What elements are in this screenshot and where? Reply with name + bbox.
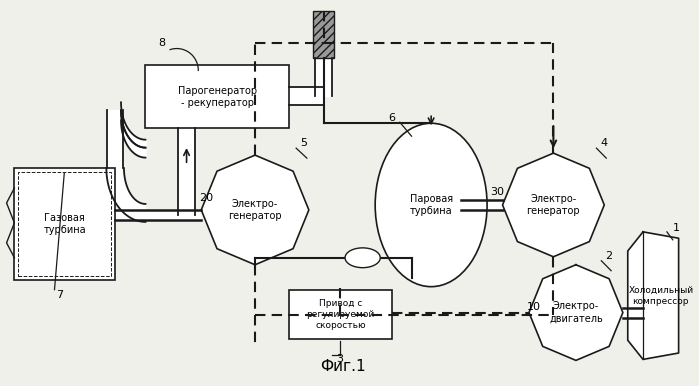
Text: Электро-
двигатель: Электро- двигатель <box>549 301 603 324</box>
Text: Привод с
регулируемой
скоростью: Привод с регулируемой скоростью <box>307 299 375 330</box>
Text: 6: 6 <box>389 113 396 123</box>
FancyBboxPatch shape <box>312 11 334 59</box>
Polygon shape <box>106 168 145 222</box>
Text: 4: 4 <box>600 138 608 148</box>
Polygon shape <box>201 155 309 265</box>
Text: 5: 5 <box>301 138 308 148</box>
FancyBboxPatch shape <box>145 66 289 128</box>
Text: Электро-
генератор: Электро- генератор <box>229 199 282 221</box>
Text: 2: 2 <box>605 251 613 261</box>
Text: Паровая
турбина: Паровая турбина <box>410 194 453 216</box>
Text: 8: 8 <box>159 37 166 47</box>
Text: 30: 30 <box>491 187 505 197</box>
FancyBboxPatch shape <box>289 290 392 339</box>
Text: Парогенератор
- рекуператор: Парогенератор - рекуператор <box>178 86 257 108</box>
Text: Холодильный
компрессор: Холодильный компрессор <box>628 286 693 306</box>
Text: 1: 1 <box>673 223 680 233</box>
Text: 7: 7 <box>56 290 63 300</box>
Text: 3: 3 <box>337 354 344 364</box>
Polygon shape <box>628 232 679 359</box>
Text: Электро-
генератор: Электро- генератор <box>526 194 580 216</box>
Circle shape <box>345 248 380 267</box>
Ellipse shape <box>375 123 487 287</box>
Text: Газовая
турбина: Газовая турбина <box>43 213 86 235</box>
Text: Фиг.1: Фиг.1 <box>319 359 366 374</box>
Polygon shape <box>529 265 623 361</box>
Polygon shape <box>503 153 604 257</box>
FancyBboxPatch shape <box>15 168 115 280</box>
Text: 20: 20 <box>199 193 213 203</box>
Text: 10: 10 <box>527 301 541 312</box>
